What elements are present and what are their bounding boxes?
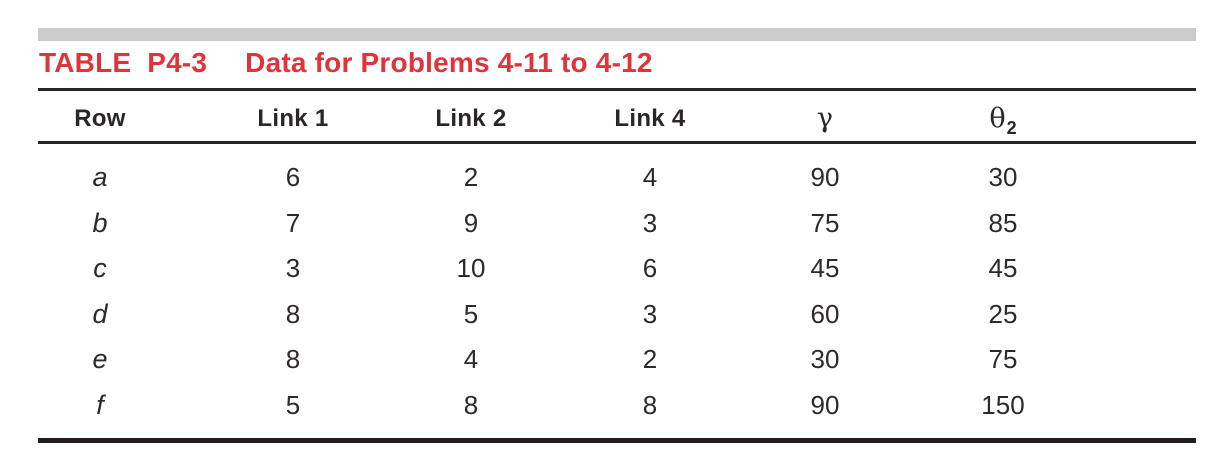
cell-theta2: 30	[988, 162, 1018, 192]
cell-link1: 8	[285, 344, 301, 374]
row-label: d	[92, 298, 108, 329]
row-label: c	[93, 253, 107, 283]
cell-link1: 3	[285, 253, 301, 283]
cell-link2: 2	[463, 162, 479, 192]
cell-gamma: 90	[810, 162, 840, 192]
row-label: e	[92, 344, 108, 374]
table-row-d: d 8 5 3 60 25	[38, 292, 1196, 338]
cell-link4: 3	[642, 298, 658, 329]
cell-theta2: 25	[988, 298, 1018, 329]
row-label: a	[92, 162, 108, 192]
cell-link4: 4	[642, 162, 658, 192]
table-title: Data for Problems 4-11 to 4-12	[245, 47, 653, 78]
cell-link2: 4	[463, 344, 479, 374]
column-header-row: Row	[74, 105, 126, 132]
row-label: f	[96, 389, 104, 420]
table-bottom-rule	[38, 438, 1196, 443]
table-row-c: c 3 10 6 45 45	[38, 246, 1196, 292]
cell-gamma: 30	[810, 344, 840, 374]
table-accent-bar	[38, 28, 1196, 41]
cell-link2: 9	[463, 207, 479, 238]
cell-theta2: 45	[988, 253, 1018, 283]
cell-link4: 6	[642, 253, 658, 283]
table-header-row: Row Link 1 Link 2 Link 4 γ θ2	[38, 96, 1196, 141]
column-header-gamma: γ	[816, 103, 834, 134]
cell-link4: 2	[642, 344, 658, 374]
cell-link1: 7	[285, 207, 301, 238]
table-row-f: f 5 8 8 90 150	[38, 383, 1196, 429]
table-label: TABLE P4-3	[39, 47, 208, 78]
cell-theta2: 75	[988, 344, 1018, 374]
cell-gamma: 90	[810, 389, 840, 420]
table-row-a: a 6 2 4 90 30	[38, 155, 1196, 201]
cell-gamma: 60	[810, 298, 840, 329]
cell-theta2: 85	[988, 207, 1018, 238]
column-header-link2: Link 2	[435, 105, 507, 132]
cell-gamma: 45	[810, 253, 840, 283]
theta-subscript: 2	[1006, 118, 1017, 138]
header-top-rule	[38, 88, 1196, 91]
cell-link2: 10	[456, 253, 486, 283]
cell-link2: 5	[463, 298, 479, 329]
column-header-link4: Link 4	[614, 105, 686, 132]
table-caption: TABLE P4-3 Data for Problems 4-11 to 4-12	[39, 47, 653, 79]
cell-link1: 8	[285, 298, 301, 329]
cell-link2: 8	[463, 389, 479, 420]
table-row-e: e 8 4 2 30 75	[38, 337, 1196, 383]
header-bottom-rule	[38, 141, 1196, 144]
cell-link1: 5	[285, 389, 301, 420]
cell-gamma: 75	[810, 207, 840, 238]
cell-theta2: 150	[981, 389, 1025, 420]
cell-link1: 6	[285, 162, 301, 192]
row-label: b	[92, 207, 108, 238]
column-header-theta2: θ2	[989, 96, 1016, 151]
cell-link4: 3	[642, 207, 658, 238]
cell-link4: 8	[642, 389, 658, 420]
column-header-link1: Link 1	[257, 105, 329, 132]
table-row-b: b 7 9 3 75 85	[38, 201, 1196, 247]
theta-symbol: θ	[989, 103, 1006, 134]
table-body: a 6 2 4 90 30 b 7 9 3 75 85 c 3 10 6 45 …	[38, 155, 1196, 428]
